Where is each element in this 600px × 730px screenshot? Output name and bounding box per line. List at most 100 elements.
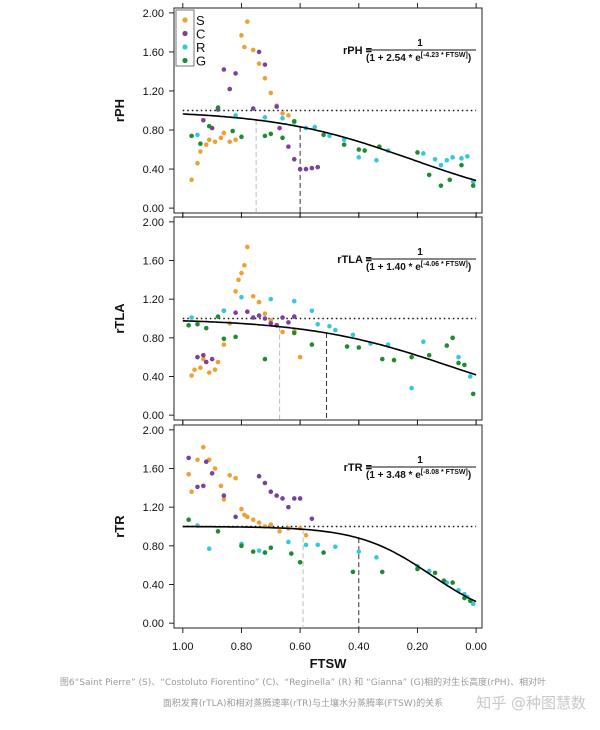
data-point-G	[215, 314, 221, 319]
x-tick-label: 0.20	[407, 641, 428, 653]
data-point-S	[186, 472, 191, 477]
data-point-C	[256, 49, 262, 55]
data-point-G	[186, 517, 191, 523]
legend-marker-S	[182, 17, 188, 23]
data-point-S	[221, 342, 227, 347]
data-point-S	[268, 90, 274, 96]
data-point-S	[198, 149, 203, 154]
equation-denominator-base: (1 + 3.48 * e	[366, 470, 421, 481]
data-point-G	[291, 118, 297, 124]
data-point-G	[239, 134, 244, 140]
data-point-S	[245, 244, 250, 250]
data-point-G	[450, 335, 455, 341]
equation-denominator-base: (1 + 2.54 * e	[366, 53, 421, 64]
data-point-G	[309, 342, 315, 347]
data-point-R	[421, 339, 426, 345]
data-point-R	[356, 549, 362, 554]
equation-exponent: [-4.06 * FTSW]	[421, 261, 468, 268]
data-point-R	[262, 115, 268, 120]
data-point-C	[256, 473, 262, 479]
data-point-G	[268, 131, 274, 137]
data-point-S	[245, 19, 250, 24]
data-point-C	[274, 493, 279, 498]
data-point-G	[415, 150, 420, 155]
data-point-G	[356, 345, 362, 350]
y-tick-label: 0.40	[143, 580, 164, 592]
data-point-R	[341, 137, 347, 143]
data-point-C	[209, 471, 215, 476]
data-point-C	[309, 165, 315, 171]
data-point-G	[456, 360, 461, 366]
data-point-G	[462, 362, 467, 368]
equation-numerator: 1	[417, 247, 423, 258]
data-point-G	[297, 559, 303, 565]
legend-marker-R	[182, 44, 188, 50]
data-point-S	[227, 472, 233, 478]
data-point-R	[456, 354, 461, 360]
data-point-G	[203, 325, 209, 331]
data-point-R	[291, 298, 297, 304]
y-axis-label: rPH	[112, 99, 127, 122]
data-point-S	[245, 514, 250, 520]
data-point-R	[432, 157, 438, 162]
data-point-G	[444, 343, 450, 348]
data-point-C	[195, 354, 200, 360]
data-point-S	[218, 135, 224, 141]
chart-figure: 0.00 0.40 0.80 1.20 1.60 2.00 rPH rPH = 1 (1 + 2.…	[112, 3, 487, 671]
watermark: 知乎 @种图慧数	[476, 694, 586, 712]
data-point-C	[277, 125, 282, 131]
data-point-G	[189, 133, 194, 139]
data-point-G	[356, 147, 362, 152]
data-point-G	[262, 550, 268, 555]
chart-panel-rTLA: 0.00 0.40 0.80 1.20 1.60 2.00 rTLA rTLA = 1 (1 + …	[112, 212, 483, 425]
data-point-C	[274, 104, 279, 109]
data-point-C	[203, 459, 209, 465]
y-tick-label: 1.20	[143, 86, 164, 98]
data-point-S	[189, 373, 194, 378]
data-point-C	[245, 309, 250, 315]
data-point-S	[250, 47, 256, 53]
data-point-C	[291, 496, 297, 501]
y-tick-label: 1.20	[143, 502, 164, 514]
data-point-C	[233, 514, 238, 520]
data-point-G	[250, 549, 256, 554]
data-point-S	[227, 139, 233, 145]
data-point-R	[350, 332, 356, 338]
data-point-G	[379, 569, 385, 575]
y-tick-label: 2.00	[143, 217, 164, 229]
legend-label-C: C	[196, 27, 205, 42]
data-point-S	[195, 457, 200, 463]
data-point-S	[277, 529, 282, 534]
data-point-S	[206, 137, 212, 143]
data-point-G	[409, 354, 414, 360]
fit-curve	[182, 525, 477, 603]
data-point-R	[409, 385, 414, 391]
y-tick-label: 1.60	[143, 47, 164, 59]
chart-panel-rPH: 0.00 0.40 0.80 1.20 1.60 2.00 rPH rPH = 1 (1 + 2.…	[112, 3, 483, 218]
data-point-S	[262, 75, 268, 81]
data-point-S	[236, 277, 241, 283]
data-point-S	[203, 142, 209, 147]
x-tick-label: 1.00	[172, 641, 193, 653]
data-point-S	[250, 293, 256, 299]
data-point-R	[444, 157, 450, 163]
data-point-S	[201, 356, 206, 362]
plot-frame	[173, 216, 483, 421]
data-point-S	[303, 532, 309, 538]
data-point-S	[239, 270, 244, 276]
equation-numerator: 1	[417, 455, 423, 466]
data-point-C	[209, 356, 215, 362]
data-point-G	[362, 148, 367, 153]
equation-denominator-base: (1 + 1.40 * e	[366, 262, 421, 273]
data-point-C	[280, 496, 285, 501]
y-tick-label: 1.60	[143, 256, 164, 268]
data-point-R	[421, 151, 426, 156]
data-point-G	[262, 356, 268, 362]
data-point-G	[230, 128, 235, 134]
data-point-R	[333, 327, 338, 333]
plot-frame	[173, 7, 483, 214]
data-point-R	[356, 155, 362, 160]
data-point-C	[286, 320, 291, 325]
data-point-R	[374, 555, 379, 560]
